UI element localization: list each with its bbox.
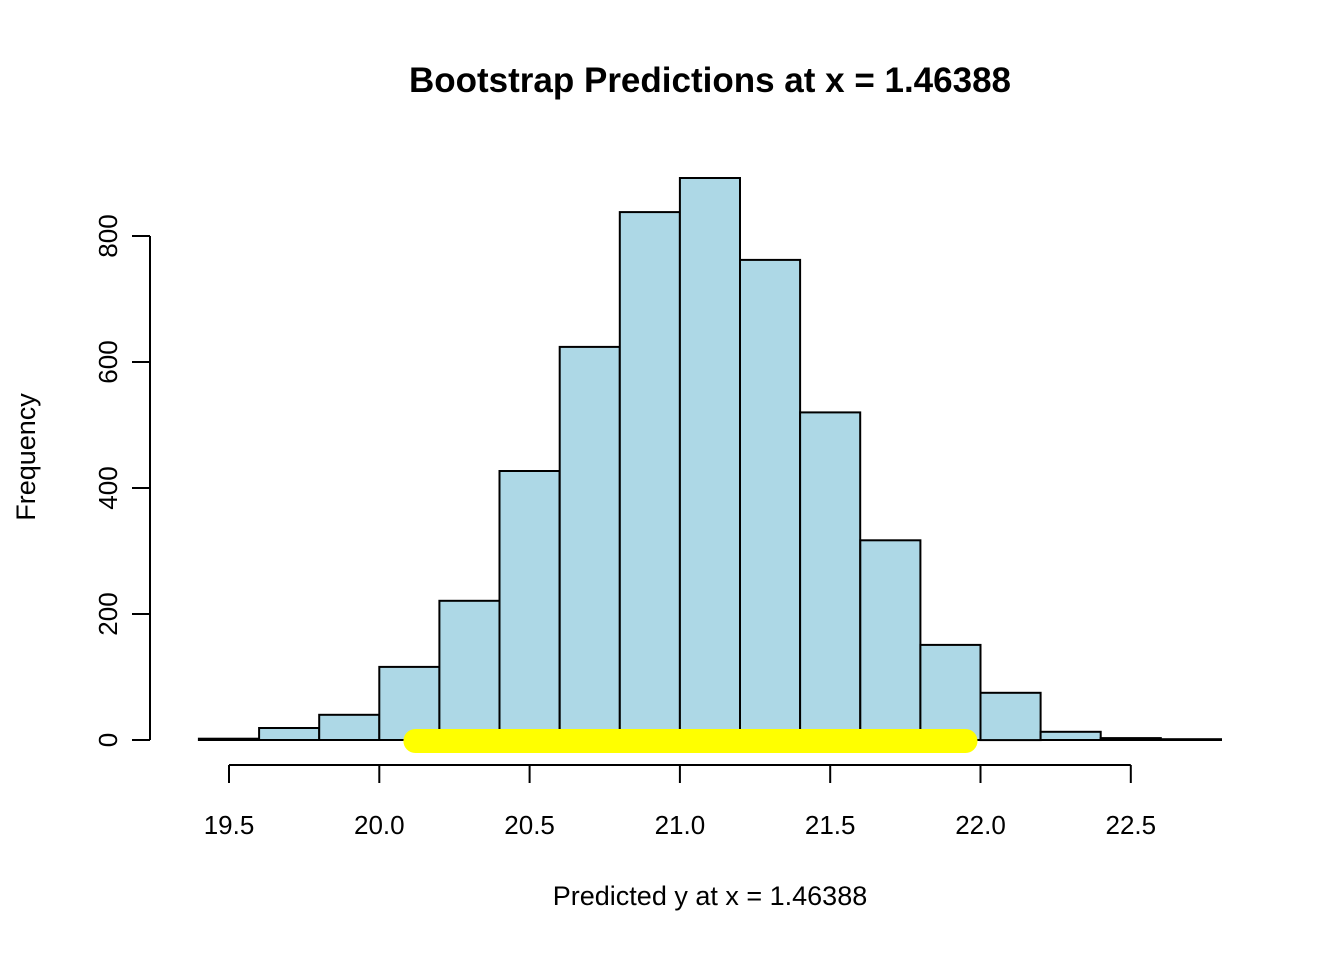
histogram-bar (438, 599, 501, 741)
x-tick-label: 21.5 (805, 810, 856, 840)
histogram-bar (919, 643, 982, 742)
x-tick-label: 20.0 (354, 810, 405, 840)
histogram-bar (498, 470, 561, 741)
histogram-bar (378, 665, 441, 742)
x-tick-label: 22.0 (955, 810, 1006, 840)
histogram-bar (318, 713, 381, 741)
y-tick-label: 200 (93, 592, 123, 635)
histogram-bar (799, 411, 862, 741)
axes-layer: 19.5 20.0 20.5 21.0 21.5 22.0 22.5 0 200 400 600 80… (93, 214, 1156, 840)
histogram-bar (1159, 738, 1223, 742)
chart-title: Bootstrap Predictions at x = 1.46388 (409, 61, 1011, 100)
y-tick-label: 0 (93, 733, 123, 747)
x-tick-label: 19.5 (204, 810, 255, 840)
y-tick-label: 800 (93, 214, 123, 257)
histogram-bar (1039, 730, 1102, 741)
bars-layer (197, 177, 1223, 742)
y-axis-label: Frequency (11, 393, 41, 521)
histogram-bar (558, 345, 621, 741)
x-tick-label: 22.5 (1105, 810, 1156, 840)
x-axis-label: Predicted y at x = 1.46388 (553, 881, 867, 911)
histogram-bar (859, 539, 922, 741)
histogram-bar (979, 691, 1042, 742)
x-tick-label: 21.0 (655, 810, 706, 840)
histogram-bar (197, 737, 260, 742)
y-tick-label: 400 (93, 466, 123, 509)
histogram-bar (618, 211, 681, 742)
histogram-bar (739, 258, 802, 741)
y-tick-label: 600 (93, 340, 123, 383)
histogram-bar (258, 727, 321, 741)
x-tick-label: 20.5 (504, 810, 555, 840)
histogram-bar (678, 177, 742, 741)
histogram-bar (1099, 737, 1162, 741)
